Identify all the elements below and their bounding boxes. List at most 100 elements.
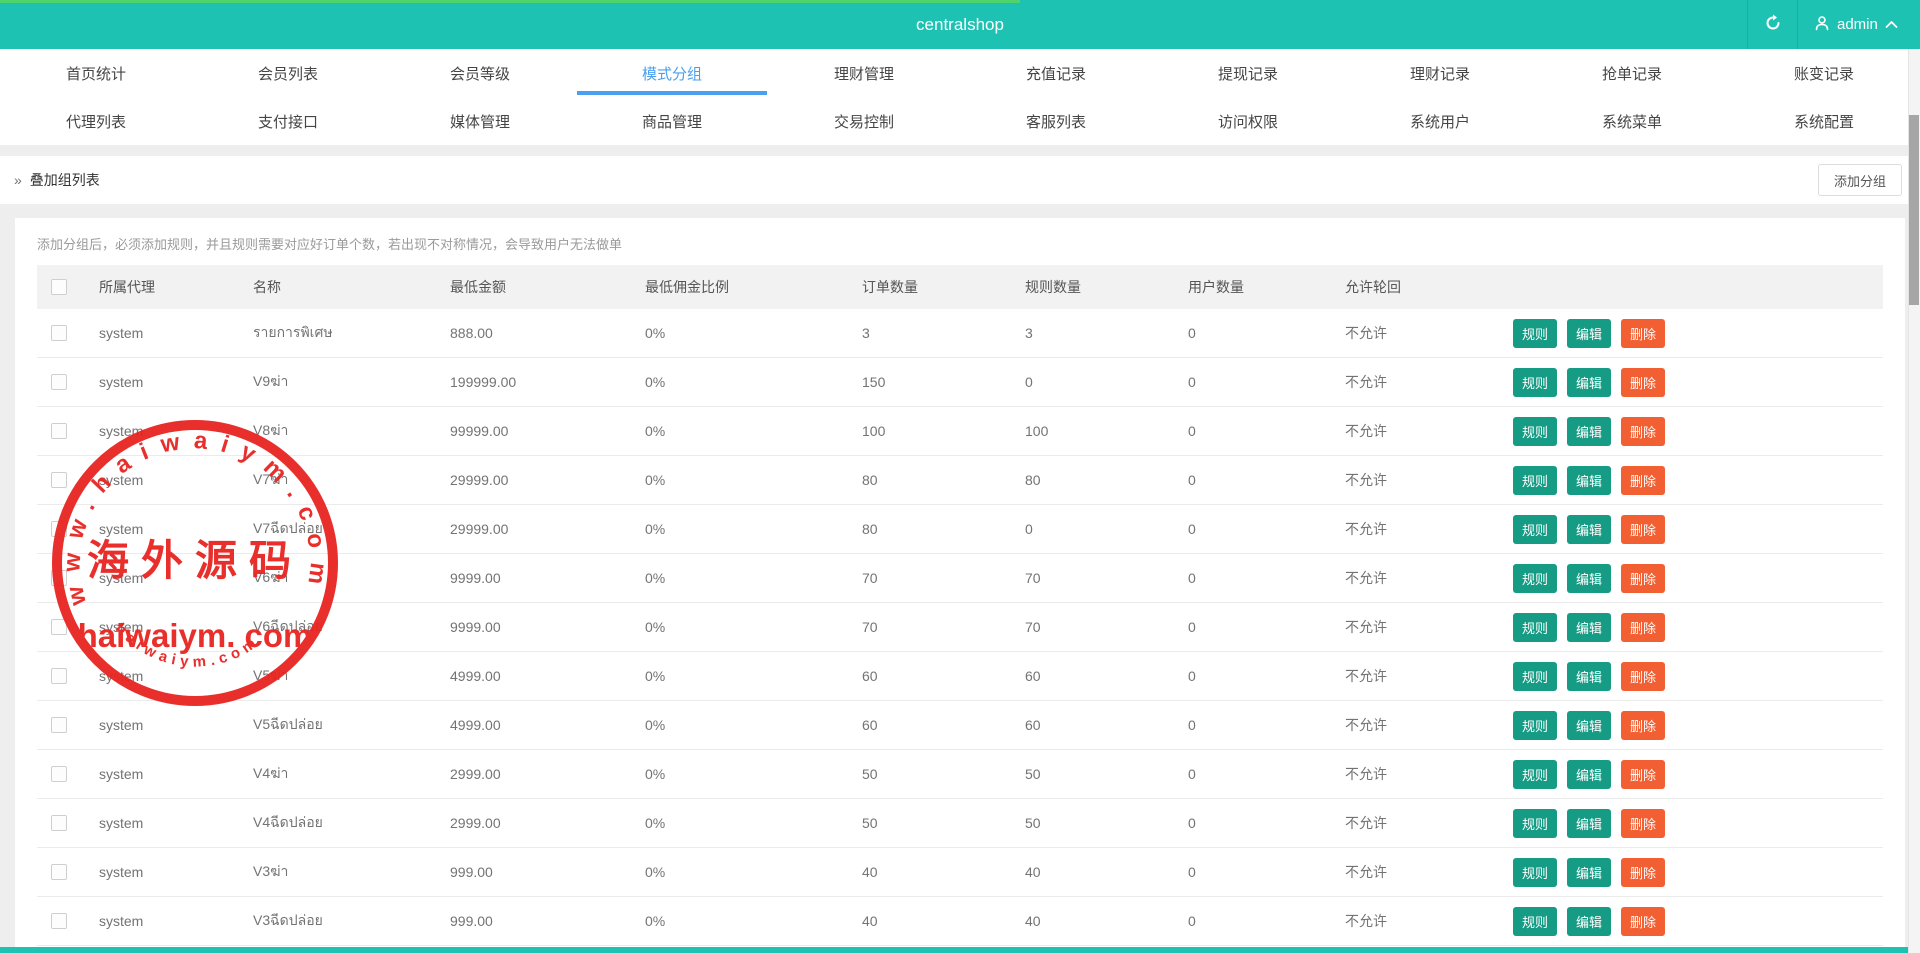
nav-tab-会员等级[interactable]: 会员等级: [384, 49, 576, 97]
cell-agent: system: [99, 423, 144, 439]
nav-tab-抢单记录[interactable]: 抢单记录: [1536, 49, 1728, 97]
row-actions: 规则 编辑 删除: [1501, 465, 1883, 495]
edit-button[interactable]: 编辑: [1567, 857, 1611, 887]
edit-button[interactable]: 编辑: [1567, 465, 1611, 495]
delete-button[interactable]: 删除: [1621, 367, 1665, 397]
edit-button[interactable]: 编辑: [1567, 318, 1611, 348]
rules-button[interactable]: 规则: [1513, 318, 1557, 348]
rules-button[interactable]: 规则: [1513, 367, 1557, 397]
cell-name: V6ฆ่า: [253, 569, 289, 585]
edit-button[interactable]: 编辑: [1567, 612, 1611, 642]
nav-tab-支付接口[interactable]: 支付接口: [192, 97, 384, 145]
delete-button[interactable]: 删除: [1621, 563, 1665, 593]
nav-tab-理财管理[interactable]: 理财管理: [768, 49, 960, 97]
row-checkbox[interactable]: [51, 423, 67, 439]
add-group-button[interactable]: 添加分组: [1817, 164, 1902, 196]
nav-tab-商品管理[interactable]: 商品管理: [576, 97, 768, 145]
delete-button[interactable]: 删除: [1621, 808, 1665, 838]
cell-min-amount: 999.00: [450, 864, 493, 880]
nav-tab-理财记录[interactable]: 理财记录: [1344, 49, 1536, 97]
edit-button[interactable]: 编辑: [1567, 661, 1611, 691]
rules-button[interactable]: 规则: [1513, 857, 1557, 887]
nav-tab-访问权限[interactable]: 访问权限: [1152, 97, 1344, 145]
row-checkbox[interactable]: [51, 766, 67, 782]
nav-tab-首页统计[interactable]: 首页统计: [0, 49, 192, 97]
rules-button[interactable]: 规则: [1513, 416, 1557, 446]
delete-button[interactable]: 删除: [1621, 514, 1665, 544]
delete-button[interactable]: 删除: [1621, 318, 1665, 348]
nav-tab-充值记录[interactable]: 充值记录: [960, 49, 1152, 97]
scrollbar-track[interactable]: [1908, 49, 1920, 953]
delete-button[interactable]: 删除: [1621, 416, 1665, 446]
row-checkbox[interactable]: [51, 668, 67, 684]
edit-button[interactable]: 编辑: [1567, 514, 1611, 544]
refresh-button[interactable]: [1756, 8, 1790, 42]
edit-button[interactable]: 编辑: [1567, 416, 1611, 446]
rules-button[interactable]: 规则: [1513, 563, 1557, 593]
row-checkbox[interactable]: [51, 913, 67, 929]
nav-tab-系统用户[interactable]: 系统用户: [1344, 97, 1536, 145]
cell-min-amount: 9999.00: [450, 570, 501, 586]
nav-tab-提现记录[interactable]: 提现记录: [1152, 49, 1344, 97]
delete-button[interactable]: 删除: [1621, 906, 1665, 936]
edit-button[interactable]: 编辑: [1567, 808, 1611, 838]
edit-button[interactable]: 编辑: [1567, 710, 1611, 740]
row-checkbox[interactable]: [51, 374, 67, 390]
delete-button[interactable]: 删除: [1621, 612, 1665, 642]
cell-name: V9ฆ่า: [253, 373, 289, 389]
cell-rules: 0: [1025, 374, 1033, 390]
table-body: system รายการพิเศษ 888.00 0% 3 3 0 不允许 规则 编辑 删除 sys…: [37, 309, 1883, 946]
cell-name: V7ฆ่า: [253, 471, 289, 487]
nav-tab-客服列表[interactable]: 客服列表: [960, 97, 1152, 145]
cell-agent: system: [99, 374, 144, 390]
rules-button[interactable]: 规则: [1513, 661, 1557, 691]
row-checkbox[interactable]: [51, 521, 67, 537]
rules-button[interactable]: 规则: [1513, 906, 1557, 936]
edit-button[interactable]: 编辑: [1567, 367, 1611, 397]
nav-tab-label: 会员列表: [257, 65, 318, 83]
edit-button[interactable]: 编辑: [1567, 759, 1611, 789]
row-checkbox[interactable]: [51, 570, 67, 586]
nav-tab-交易控制[interactable]: 交易控制: [768, 97, 960, 145]
rules-button[interactable]: 规则: [1513, 514, 1557, 544]
cell-min-commission: 0%: [645, 521, 666, 537]
nav-tab-模式分组[interactable]: 模式分组: [576, 49, 768, 97]
rules-button[interactable]: 规则: [1513, 465, 1557, 495]
column-header: 规则数量: [1025, 279, 1081, 295]
cell-orders: 40: [862, 864, 878, 880]
delete-button[interactable]: 删除: [1621, 857, 1665, 887]
nav-tab-账变记录[interactable]: 账变记录: [1728, 49, 1920, 97]
row-checkbox[interactable]: [51, 472, 67, 488]
cell-users: 0: [1188, 668, 1196, 684]
edit-button[interactable]: 编辑: [1567, 906, 1611, 936]
delete-button[interactable]: 删除: [1621, 710, 1665, 740]
rules-button[interactable]: 规则: [1513, 710, 1557, 740]
user-menu[interactable]: admin: [1806, 0, 1906, 49]
nav-tab-代理列表[interactable]: 代理列表: [0, 97, 192, 145]
delete-button[interactable]: 删除: [1621, 465, 1665, 495]
page-title: 叠加组列表: [29, 172, 100, 188]
row-checkbox[interactable]: [51, 815, 67, 831]
table-row: system V6ฆ่า 9999.00 0% 70 70 0 不允许 规则 编辑 删除: [37, 554, 1883, 603]
scrollbar-thumb[interactable]: [1909, 115, 1919, 305]
cell-min-commission: 0%: [645, 815, 666, 831]
edit-button[interactable]: 编辑: [1567, 563, 1611, 593]
delete-button[interactable]: 删除: [1621, 661, 1665, 691]
row-checkbox[interactable]: [51, 619, 67, 635]
nav-tab-label: 访问权限: [1217, 113, 1278, 131]
nav-tab-系统配置[interactable]: 系统配置: [1728, 97, 1920, 145]
nav-tab-label: 会员等级: [449, 65, 510, 83]
select-all-checkbox[interactable]: [51, 279, 67, 295]
delete-button[interactable]: 删除: [1621, 759, 1665, 789]
nav-tab-媒体管理[interactable]: 媒体管理: [384, 97, 576, 145]
nav-tab-会员列表[interactable]: 会员列表: [192, 49, 384, 97]
row-checkbox[interactable]: [51, 325, 67, 341]
rules-button[interactable]: 规则: [1513, 612, 1557, 642]
rules-button[interactable]: 规则: [1513, 759, 1557, 789]
cell-name: V3ฉีดปล่อย: [253, 912, 323, 928]
rules-button[interactable]: 规则: [1513, 808, 1557, 838]
row-checkbox[interactable]: [51, 864, 67, 880]
row-checkbox[interactable]: [51, 717, 67, 733]
nav-tab-系统菜单[interactable]: 系统菜单: [1536, 97, 1728, 145]
table-row: system V3ฉีดปล่อย 999.00 0% 40 40 0 不允许 规则 编辑 删除: [37, 897, 1883, 946]
